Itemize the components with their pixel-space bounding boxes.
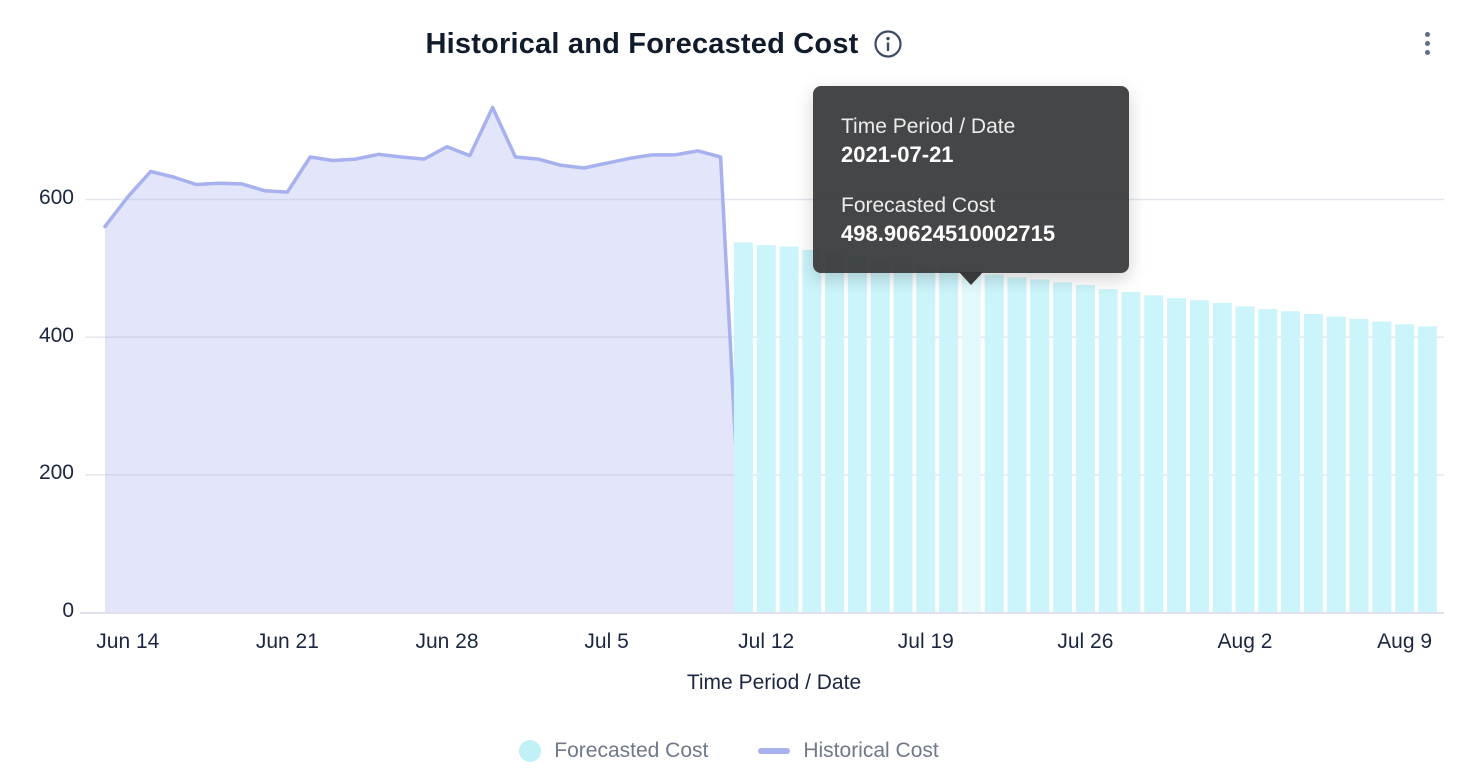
forecast-swatch-icon: [519, 740, 542, 762]
forecast-bar[interactable]: [1349, 318, 1369, 612]
x-axis-label: Jul 12: [738, 630, 795, 653]
kebab-dot: [1424, 49, 1430, 55]
historical-swatch-icon: [758, 748, 791, 754]
x-axis-label: Aug 9: [1377, 630, 1433, 653]
x-axis-label: Jul 19: [897, 630, 954, 653]
forecast-bar[interactable]: [1030, 279, 1050, 613]
forecast-bar[interactable]: [847, 256, 867, 612]
x-axis-label: Jun 21: [255, 630, 319, 653]
forecast-bar[interactable]: [1235, 306, 1255, 612]
forecast-bar[interactable]: [1075, 285, 1095, 612]
forecast-bar[interactable]: [1372, 321, 1392, 613]
y-axis-label: 600: [38, 186, 74, 209]
forecast-bar[interactable]: [802, 249, 822, 612]
forecast-bar[interactable]: [1212, 302, 1232, 612]
legend-label: Historical Cost: [803, 739, 939, 762]
x-axis-label: Aug 2: [1217, 630, 1273, 653]
forecast-bar[interactable]: [1258, 309, 1278, 612]
forecast-bar[interactable]: [1189, 300, 1209, 612]
x-axis-label: Jul 5: [584, 630, 629, 653]
forecast-bar[interactable]: [1144, 295, 1164, 612]
forecast-bar[interactable]: [1417, 326, 1437, 612]
forecast-bar[interactable]: [1053, 282, 1073, 612]
forecast-bar-highlighted[interactable]: [961, 268, 981, 612]
forecast-bar[interactable]: [779, 246, 799, 613]
kebab-dot: [1424, 40, 1430, 46]
forecast-bar[interactable]: [756, 245, 776, 612]
info-icon[interactable]: [873, 29, 903, 59]
tooltip-divider: [841, 169, 1101, 192]
forecast-bar[interactable]: [733, 242, 753, 612]
forecast-bar[interactable]: [825, 252, 845, 612]
tooltip-series-label: Forecasted Cost: [841, 194, 996, 217]
forecast-bar[interactable]: [984, 274, 1004, 612]
forecast-bar[interactable]: [1098, 289, 1118, 612]
more-options-button[interactable]: [1418, 27, 1436, 59]
y-axis-label: 200: [38, 461, 74, 485]
forecast-bar[interactable]: [1281, 311, 1301, 612]
legend-item-forecasted-cost[interactable]: Forecasted Cost: [519, 739, 708, 763]
x-axis-label: Jun 28: [415, 630, 479, 653]
tooltip-date-value: 2021-07-21: [841, 142, 954, 167]
forecast-bar[interactable]: [1326, 316, 1346, 612]
forecast-bar[interactable]: [916, 265, 936, 612]
forecast-bar[interactable]: [1121, 291, 1141, 612]
forecast-bar[interactable]: [1007, 277, 1027, 613]
historical-cost-area[interactable]: [105, 107, 744, 613]
forecast-bar[interactable]: [893, 263, 913, 612]
historical-cost-line: [103, 105, 746, 597]
x-axis-label: Jul 26: [1057, 630, 1114, 653]
tooltip-cost-value: 498.90624510002715: [841, 221, 1056, 246]
legend-item-historical-cost[interactable]: Historical Cost: [758, 739, 939, 763]
kebab-dot: [1424, 31, 1430, 37]
tooltip: Time Period / Date 2021-07-21 Forecasted…: [813, 86, 1129, 285]
chart-legend: Forecasted Cost Historical Cost: [0, 736, 1458, 766]
forecast-bar[interactable]: [939, 267, 959, 612]
y-axis-label: 400: [38, 323, 74, 347]
forecast-bar[interactable]: [870, 259, 890, 612]
y-axis-label: 0: [62, 599, 74, 622]
x-axis-title: Time Period / Date: [686, 671, 862, 694]
tooltip-arrow: [959, 272, 983, 285]
forecast-bar[interactable]: [1303, 314, 1323, 612]
forecast-bar[interactable]: [1167, 298, 1187, 612]
legend-label: Forecasted Cost: [554, 739, 709, 762]
forecast-bar[interactable]: [1395, 324, 1415, 612]
x-axis-label: Jun 14: [96, 630, 160, 653]
chart-title: Historical and Forecasted Cost: [425, 27, 859, 60]
chart-header: Historical and Forecasted Cost: [0, 22, 1328, 66]
tooltip-field-label: Time Period / Date: [841, 115, 1016, 138]
